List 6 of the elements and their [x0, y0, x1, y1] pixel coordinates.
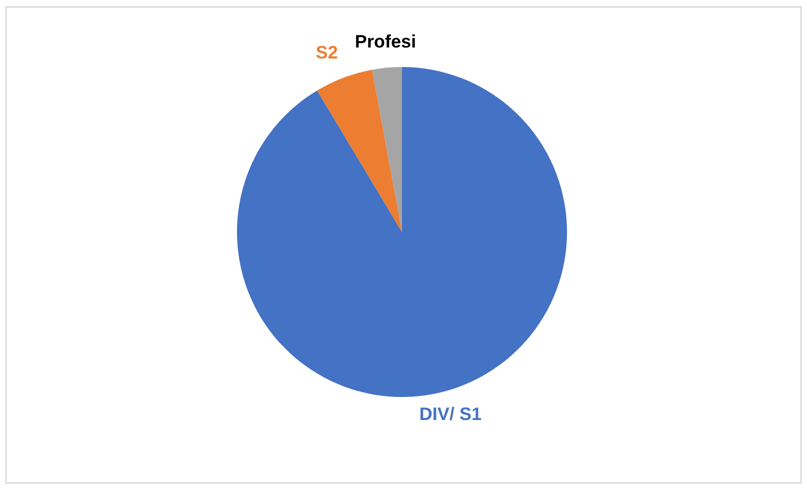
pie-slice [237, 67, 567, 397]
slice-label: S2 [316, 46, 338, 59]
slice-label: DIV/ S1 [420, 406, 482, 420]
pie-slice [317, 70, 402, 232]
pie-slice [372, 67, 402, 232]
slice-label: Profesi [356, 34, 415, 48]
